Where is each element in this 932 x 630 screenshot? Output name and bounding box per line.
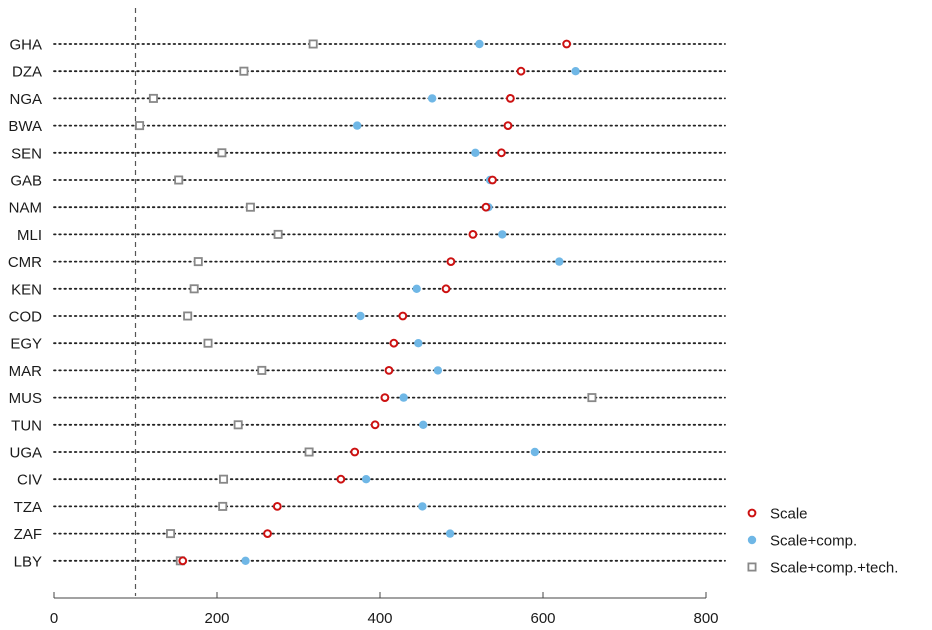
scale-comp-point (571, 67, 580, 76)
scale-point (272, 502, 282, 511)
scale-point (398, 311, 408, 321)
category-label: CIV (17, 472, 42, 489)
scale-comp-tech-point (203, 338, 213, 348)
category-label: NAM (9, 200, 42, 217)
scale-comp-tech-point (135, 121, 145, 131)
scale-comp-tech-point (257, 365, 267, 375)
scale-comp-tech-point (166, 529, 176, 539)
x-tick-label: 0 (50, 610, 58, 627)
category-label: CMR (8, 254, 42, 271)
x-axis: 0 200 400 600 800 (50, 592, 719, 627)
scale-comp-tech-point (218, 501, 228, 511)
category-label: MAR (9, 363, 43, 380)
category-label: BWA (8, 118, 42, 135)
x-tick-label: 800 (693, 610, 718, 627)
scale-comp-point (433, 366, 443, 375)
scale-comp-tech-point (219, 474, 229, 484)
scale-point (506, 94, 515, 103)
category-label: GAB (10, 173, 42, 190)
scale-point (441, 284, 451, 294)
scale-comp-point (361, 475, 371, 484)
category-label: ZAF (14, 526, 42, 543)
scale-comp-point (498, 230, 507, 239)
scale-comp-point (445, 529, 455, 538)
scale-comp-point (475, 39, 484, 49)
legend-marker-scale-comp (747, 535, 757, 545)
scale-comp-point (356, 311, 365, 321)
scale-point (178, 556, 188, 566)
scale-comp-point (414, 339, 423, 348)
scale-comp-tech-point (193, 257, 203, 267)
scale-point (497, 148, 506, 158)
scale-comp-point (241, 556, 250, 565)
scale-comp-tech-point (217, 148, 227, 158)
category-label: TUN (11, 417, 42, 434)
category-label: EGY (10, 336, 42, 353)
x-tick-label: 200 (204, 610, 229, 627)
category-label: UGA (9, 445, 42, 462)
legend-label: Scale (770, 506, 808, 523)
data-marks (135, 39, 597, 566)
category-label: GHA (9, 37, 42, 54)
category-label: TZA (14, 499, 42, 516)
category-label: SEN (11, 145, 42, 162)
scale-point (389, 338, 399, 348)
scale-comp-point (530, 447, 540, 457)
scale-point (263, 529, 272, 538)
scale-point (384, 366, 394, 375)
scale-point (488, 175, 497, 185)
scale-point (350, 447, 360, 457)
scale-point (446, 257, 456, 267)
scale-point (468, 230, 478, 239)
scale-point (503, 121, 513, 130)
legend-label: Scale+comp. (770, 533, 857, 550)
scale-comp-tech-point (174, 175, 184, 185)
legend-label: Scale+comp.+tech. (770, 560, 898, 577)
category-label: KEN (11, 281, 42, 298)
scale-comp-point (427, 94, 437, 103)
scale-comp-tech-point (587, 393, 597, 403)
scale-comp-tech-point (245, 202, 255, 212)
scale-point (380, 393, 390, 403)
legend: Scale Scale+comp. Scale+comp.+tech. (747, 506, 898, 577)
category-label: DZA (12, 64, 42, 81)
scale-comp-tech-point (183, 311, 193, 321)
scale-comp-tech-point (233, 420, 243, 430)
category-label: MUS (9, 390, 42, 407)
scale-comp-tech-point (273, 229, 283, 239)
category-label: MLI (17, 227, 42, 244)
scale-comp-point (412, 284, 421, 293)
scale-comp-point (555, 257, 564, 266)
x-tick-label: 400 (367, 610, 392, 627)
category-label: NGA (9, 91, 42, 108)
legend-marker-scale (747, 508, 757, 518)
scale-comp-point (352, 121, 362, 130)
scale-comp-point (418, 420, 428, 429)
scale-comp-tech-point (148, 93, 158, 103)
scale-comp-tech-point (308, 39, 318, 49)
category-label: COD (9, 309, 43, 326)
scale-point (370, 420, 380, 430)
scale-point (516, 66, 526, 76)
scale-comp-tech-point (239, 66, 249, 76)
scale-comp-point (418, 502, 427, 511)
category-rows: GHA DZA NGA BWA SEN GAB NAM MLI CMR KEN COD EGY MAR M… (8, 37, 726, 570)
category-label: LBY (14, 553, 42, 570)
legend-marker-scale-comp-tech (747, 562, 757, 572)
scale-point (481, 202, 491, 212)
scale-comp-point (471, 148, 480, 157)
scale-point (336, 474, 346, 484)
scale-point (562, 39, 572, 49)
scale-comp-tech-point (189, 284, 199, 294)
x-tick-label: 600 (530, 610, 555, 627)
scale-comp-tech-point (304, 447, 314, 457)
scale-comp-point (399, 393, 408, 402)
